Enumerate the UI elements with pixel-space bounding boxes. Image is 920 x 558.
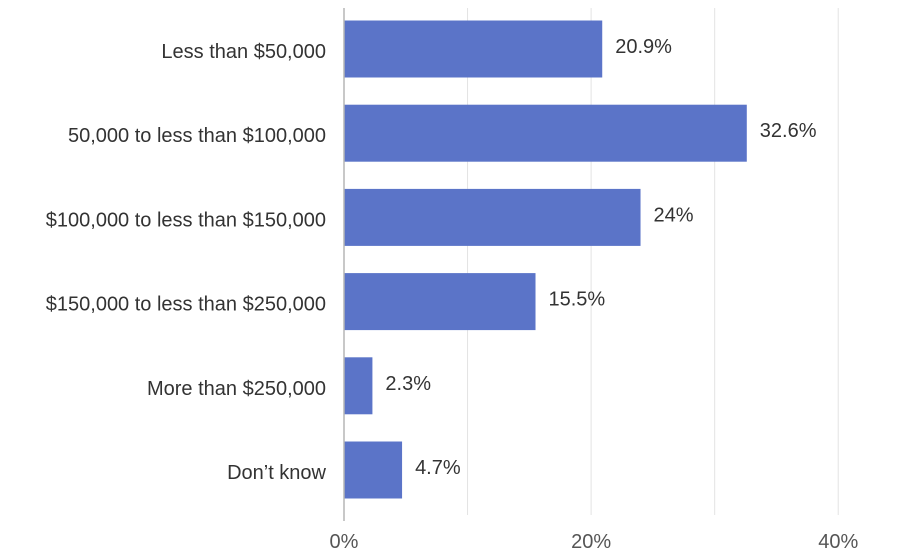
bar bbox=[344, 441, 403, 499]
x-tick-label: 0% bbox=[330, 531, 359, 553]
value-label: 15.5% bbox=[549, 289, 606, 311]
value-label: 24% bbox=[654, 204, 694, 226]
bar bbox=[344, 104, 747, 162]
category-label: More than $250,000 bbox=[147, 378, 326, 400]
bar bbox=[344, 357, 373, 415]
bars bbox=[344, 20, 747, 499]
labels: 20.9% Less than $50,000 32.6% 50,000 to les… bbox=[46, 36, 859, 553]
category-label: $100,000 to less than $150,000 bbox=[46, 209, 326, 231]
value-label: 32.6% bbox=[760, 120, 817, 142]
x-tick-label: 40% bbox=[818, 531, 858, 553]
bar bbox=[344, 20, 603, 78]
value-label: 2.3% bbox=[385, 373, 431, 395]
x-tick-label: 20% bbox=[571, 531, 611, 553]
bar bbox=[344, 188, 641, 246]
value-label: 20.9% bbox=[615, 36, 672, 58]
gridlines bbox=[467, 8, 839, 515]
category-label: 50,000 to less than $100,000 bbox=[68, 125, 326, 147]
category-label: $150,000 to less than $250,000 bbox=[46, 294, 326, 316]
category-label: Less than $50,000 bbox=[161, 41, 326, 63]
value-label: 4.7% bbox=[415, 457, 461, 479]
bar bbox=[344, 273, 536, 331]
category-label: Don’t know bbox=[227, 462, 326, 484]
